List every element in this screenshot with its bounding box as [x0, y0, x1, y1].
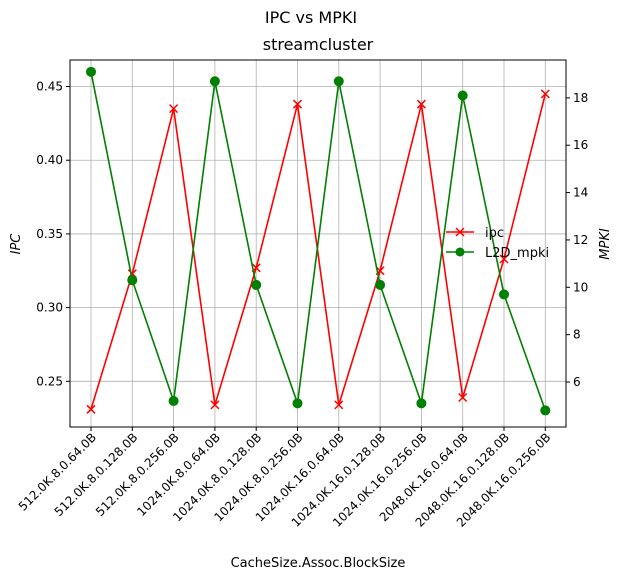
y-tick-label-left: 0.40 — [36, 153, 63, 167]
y-tick-label-right: 14 — [573, 186, 588, 200]
data-point-l2d-mpki — [457, 90, 468, 101]
data-point-ipc — [334, 400, 344, 410]
data-point-l2d-mpki — [127, 275, 138, 286]
data-point-ipc — [86, 404, 96, 414]
y-tick-label-right: 8 — [573, 328, 581, 342]
plot-series — [86, 66, 551, 416]
data-point-l2d-mpki — [333, 76, 344, 87]
legend-label-l2d-mpki: L2D_mpki — [485, 246, 549, 261]
data-point-l2d-mpki — [375, 279, 386, 290]
x-tick-label: 512.0K.8.0.64.0B — [16, 430, 99, 513]
series-line-ipc — [90, 93, 547, 410]
data-point-l2d-mpki — [86, 66, 96, 77]
y-tick-label-left: 0.35 — [36, 227, 63, 241]
plot-frame — [69, 59, 567, 428]
legend-label-ipc: ipc — [485, 226, 504, 241]
data-point-l2d-mpki — [168, 395, 179, 406]
data-point-ipc — [499, 254, 509, 264]
data-point-l2d-mpki — [251, 279, 262, 290]
series-line-l2d-mpki — [90, 71, 547, 411]
y-axis-label-right: MPKI — [598, 228, 613, 260]
legend-marker-ipc — [455, 227, 465, 237]
y-tick-label-right: 10 — [573, 280, 588, 294]
y-tick-label-left: 0.30 — [36, 301, 63, 315]
legend-marker-l2d-mpki — [455, 247, 465, 257]
y-tick-label-left: 0.45 — [36, 80, 63, 94]
legend: ipc L2D_mpki — [446, 226, 549, 261]
data-point-ipc — [292, 99, 303, 109]
y-tick-label-left: 0.25 — [36, 374, 63, 388]
data-point-l2d-mpki — [499, 289, 509, 300]
chart-title: streamcluster — [263, 35, 374, 54]
data-point-ipc — [416, 99, 426, 109]
y-tick-label-right: 16 — [573, 138, 588, 152]
data-point-ipc — [169, 104, 179, 114]
y-axis-label-left: IPC — [9, 233, 24, 255]
data-point-l2d-mpki — [209, 76, 220, 87]
data-point-l2d-mpki — [416, 398, 427, 409]
grid — [70, 60, 566, 427]
data-point-ipc — [210, 400, 220, 410]
chart-suptitle: IPC vs MPKI — [265, 8, 357, 27]
y-tick-label-right: 12 — [573, 233, 588, 247]
axis-ticks: 512.0K.8.0.64.0B512.0K.8.0.128.0B512.0K.… — [16, 80, 589, 530]
x-axis-label: CacheSize.Assoc.BlockSize — [231, 556, 406, 571]
data-point-l2d-mpki — [540, 405, 551, 416]
data-point-ipc — [458, 392, 468, 403]
y-tick-label-right: 18 — [573, 91, 588, 105]
data-point-ipc — [540, 89, 550, 99]
data-point-l2d-mpki — [292, 398, 303, 409]
y-tick-label-right: 6 — [573, 375, 581, 389]
